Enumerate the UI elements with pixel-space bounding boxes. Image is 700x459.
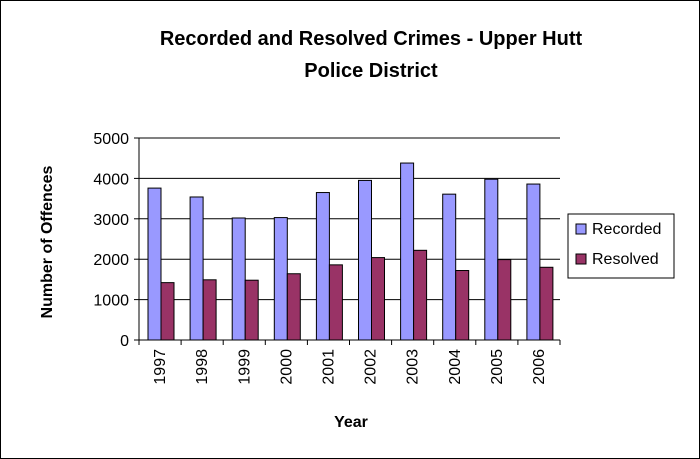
- bar-recorded-2000: [273, 217, 288, 341]
- x-tick-label-2001: 2001: [320, 349, 337, 385]
- legend-label-resolved: Resolved: [592, 251, 659, 268]
- x-axis-label: Year: [334, 414, 368, 431]
- bar-resolved-2003: [413, 249, 428, 341]
- y-tick-label: 3000: [93, 212, 129, 229]
- x-tick-label-2000: 2000: [278, 349, 295, 385]
- bar-resolved-1997: [160, 282, 175, 341]
- y-tick-labels: 0 1000 2000 3000 4000 5000: [93, 131, 129, 350]
- x-tick-labels: 1997 1998 1999 2000 2001 2002 2003 2004 2005 2006: [152, 349, 548, 385]
- legend-label-recorded: Recorded: [592, 221, 661, 238]
- bar-resolved-2001: [328, 264, 343, 341]
- bar-recorded-1997: [147, 187, 162, 341]
- x-tick-label-2005: 2005: [489, 349, 506, 385]
- bar-recorded-2004: [442, 193, 457, 341]
- bar-resolved-1998: [202, 279, 217, 341]
- x-tick-label-1998: 1998: [194, 349, 211, 385]
- bar-resolved-2004: [455, 270, 470, 341]
- bar-resolved-2000: [286, 273, 301, 341]
- bar-resolved-2006: [539, 266, 554, 341]
- bar-resolved-2002: [371, 257, 385, 341]
- x-tick-label-2006: 2006: [531, 349, 548, 385]
- bar-recorded-2001: [315, 192, 330, 341]
- legend-swatch-recorded: [575, 223, 587, 235]
- y-tick-label: 4000: [93, 171, 129, 188]
- y-axis-label: Number of Offences: [39, 165, 56, 318]
- chart-title: Recorded and Resolved Crimes - Upper Hut…: [61, 23, 681, 87]
- bar-recorded-1999: [231, 217, 246, 341]
- bar-recorded-2006: [526, 183, 541, 341]
- y-tick-label: 2000: [93, 252, 129, 269]
- bar-resolved-2005: [497, 259, 512, 341]
- chart-title-line-1: Recorded and Resolved Crimes - Upper Hut…: [159, 28, 583, 50]
- y-tick-label: 0: [120, 333, 129, 350]
- legend: Recorded Resolved: [567, 213, 675, 279]
- y-tick-label: 5000: [93, 131, 129, 148]
- x-tick-label-2004: 2004: [447, 349, 464, 385]
- x-tick-label-1997: 1997: [152, 349, 169, 385]
- chart-title-line-2: Police District: [304, 60, 438, 82]
- bar-resolved-1999: [244, 279, 259, 341]
- x-tick-label-2002: 2002: [363, 349, 380, 385]
- bar-recorded-1998: [189, 196, 204, 341]
- bar-recorded-2002: [358, 179, 372, 341]
- y-tick-label: 1000: [93, 293, 129, 310]
- x-tick-label-1999: 1999: [236, 349, 253, 385]
- axes: [134, 137, 561, 345]
- bar-recorded-2005: [484, 178, 499, 341]
- x-tick-label-2003: 2003: [405, 349, 422, 385]
- bar-recorded-2003: [400, 162, 415, 341]
- legend-swatch-resolved: [575, 253, 587, 265]
- bars: [147, 162, 554, 341]
